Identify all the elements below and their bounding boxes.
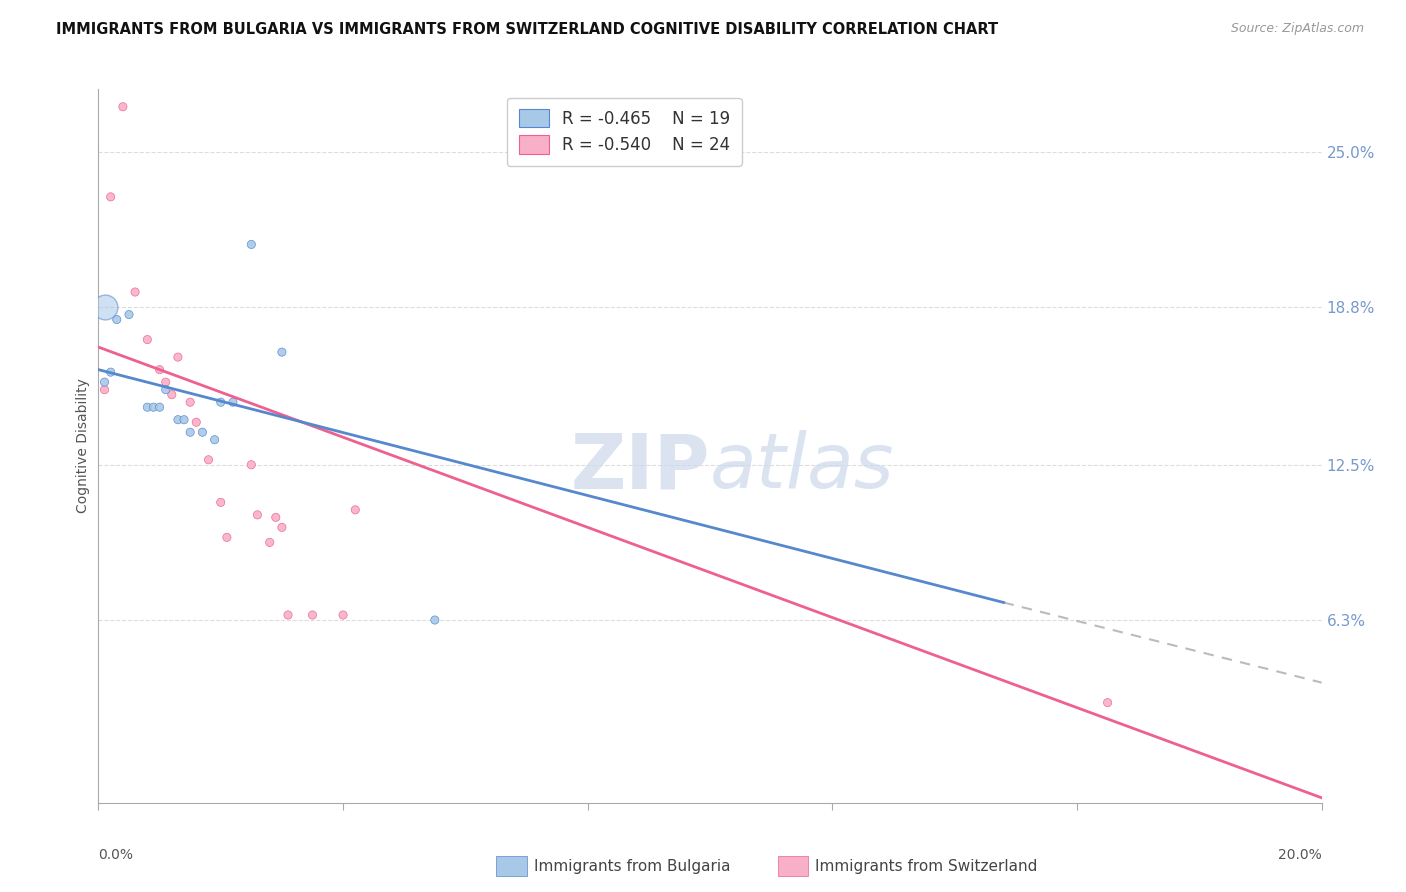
Point (246, 508, 269, 522)
Legend: R = -0.465    N = 19, R = -0.540    N = 24: R = -0.465 N = 19, R = -0.540 N = 24 (508, 97, 742, 166)
Point (240, 458, 263, 472)
Point (301, 607, 323, 622)
Point (423, 613, 446, 627)
Point (93, 383, 115, 397)
Point (124, 285, 146, 299)
Point (160, 387, 183, 401)
Y-axis label: Cognitive Disability: Cognitive Disability (76, 378, 90, 514)
Text: Source: ZipAtlas.com: Source: ZipAtlas.com (1230, 22, 1364, 36)
Point (259, 535, 281, 549)
Point (100, 190, 122, 204)
Point (93, 300, 115, 314)
Point (197, 452, 219, 467)
Point (118, 308, 141, 322)
Point (149, 362, 172, 376)
Text: IMMIGRANTS FROM BULGARIA VS IMMIGRANTS FROM SWITZERLAND COGNITIVE DISABILITY COR: IMMIGRANTS FROM BULGARIA VS IMMIGRANTS F… (56, 22, 998, 37)
Point (215, 530, 238, 544)
Point (1097, 696, 1119, 710)
Point (167, 350, 190, 364)
Point (136, 333, 159, 347)
Point (155, 375, 177, 389)
Point (209, 395, 232, 409)
Text: Immigrants from Bulgaria: Immigrants from Bulgaria (534, 859, 731, 873)
Point (136, 400, 159, 414)
Text: atlas: atlas (710, 431, 894, 504)
Point (222, 395, 245, 409)
Point (191, 425, 214, 440)
Point (264, 510, 287, 524)
Point (270, 345, 292, 359)
Point (142, 400, 165, 414)
Point (204, 433, 226, 447)
Point (105, 312, 128, 326)
Text: ZIP: ZIP (571, 431, 710, 504)
Text: 20.0%: 20.0% (1278, 848, 1322, 862)
Text: Immigrants from Switzerland: Immigrants from Switzerland (815, 859, 1038, 873)
Point (149, 400, 172, 414)
Point (277, 607, 299, 622)
Point (173, 413, 195, 427)
Point (179, 395, 201, 409)
Point (240, 237, 263, 252)
Point (332, 607, 354, 622)
Point (111, 100, 134, 114)
Point (93, 375, 115, 389)
Point (344, 503, 367, 517)
Point (100, 365, 122, 379)
Point (179, 425, 201, 440)
Point (167, 413, 190, 427)
Text: 0.0%: 0.0% (98, 848, 134, 862)
Point (186, 415, 208, 429)
Point (270, 520, 292, 534)
Point (209, 495, 232, 509)
Point (155, 383, 177, 397)
